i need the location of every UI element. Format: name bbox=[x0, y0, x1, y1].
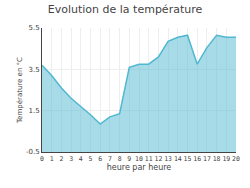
svg-text:-0.5: -0.5 bbox=[26, 148, 40, 156]
svg-text:4: 4 bbox=[79, 155, 83, 163]
svg-text:2: 2 bbox=[59, 155, 63, 163]
svg-text:19: 19 bbox=[222, 155, 230, 163]
svg-text:20: 20 bbox=[232, 155, 240, 163]
svg-text:heure par heure: heure par heure bbox=[107, 163, 172, 172]
svg-text:6: 6 bbox=[98, 155, 102, 163]
svg-text:12: 12 bbox=[154, 155, 162, 163]
svg-text:1: 1 bbox=[50, 155, 54, 163]
svg-text:14: 14 bbox=[174, 155, 182, 163]
svg-text:15: 15 bbox=[184, 155, 192, 163]
svg-text:9: 9 bbox=[127, 155, 131, 163]
svg-text:18: 18 bbox=[213, 155, 221, 163]
svg-text:3.5: 3.5 bbox=[28, 66, 39, 74]
svg-text:3: 3 bbox=[69, 155, 73, 163]
svg-text:11: 11 bbox=[145, 155, 153, 163]
svg-text:Evolution de la température: Evolution de la température bbox=[48, 3, 203, 16]
svg-text:0: 0 bbox=[40, 155, 44, 163]
svg-text:13: 13 bbox=[164, 155, 172, 163]
svg-text:10: 10 bbox=[135, 155, 143, 163]
svg-text:Température en °C: Température en °C bbox=[16, 57, 24, 124]
svg-text:5: 5 bbox=[89, 155, 93, 163]
svg-text:17: 17 bbox=[203, 155, 211, 163]
svg-text:16: 16 bbox=[193, 155, 201, 163]
svg-text:8: 8 bbox=[118, 155, 122, 163]
svg-text:7: 7 bbox=[108, 155, 112, 163]
svg-text:1.5: 1.5 bbox=[28, 107, 39, 115]
svg-text:5.5: 5.5 bbox=[28, 24, 39, 32]
